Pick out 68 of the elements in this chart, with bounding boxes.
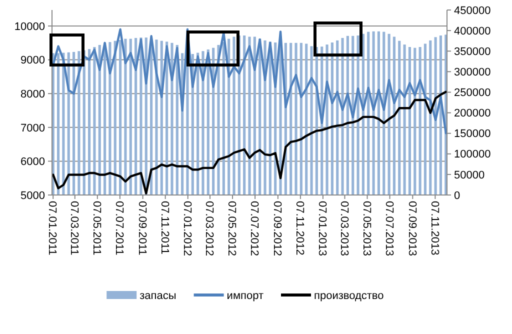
bar <box>305 44 308 195</box>
y2-tick-label: 250000 <box>454 87 491 100</box>
legend-label: запасы <box>140 290 176 302</box>
bar <box>377 31 380 195</box>
x-tick-label: 07.09.2012 <box>271 201 284 256</box>
x-tick-label: 07.07.2013 <box>382 201 395 256</box>
y2-tick-label: 0 <box>454 190 460 202</box>
bar <box>56 53 60 195</box>
bar <box>170 42 174 195</box>
bar <box>341 38 344 195</box>
bar <box>294 42 298 195</box>
bar <box>222 42 225 195</box>
y2-tick-label: 100000 <box>454 148 491 161</box>
x-tick-label: 07.09.2013 <box>406 201 418 256</box>
bar <box>392 36 396 195</box>
y-tick-label: 9000 <box>20 54 45 67</box>
x-tick-label: 07.03.2013 <box>338 201 350 256</box>
y2-tick-label: 300000 <box>454 66 491 79</box>
bar <box>248 36 251 195</box>
bar <box>93 47 96 195</box>
x-tick-label: 07.09.2011 <box>136 201 148 256</box>
bar <box>290 42 292 195</box>
bar <box>124 38 127 195</box>
x-tick-label: 07.07.2012 <box>248 201 260 256</box>
y-tick-label: 8000 <box>20 88 45 100</box>
x-tick-label: 07.05.2011 <box>90 201 103 256</box>
bar <box>424 44 427 195</box>
x-tick-label: 07.11.2011 <box>158 201 170 254</box>
bar <box>403 44 406 195</box>
y2-tick-label: 150000 <box>454 128 491 140</box>
x-tick-label: 07.03.2012 <box>203 201 216 256</box>
bar <box>398 40 401 195</box>
y2-tick-label: 350000 <box>454 46 491 58</box>
x-tick-label: 07.11.2013 <box>428 201 440 256</box>
y-tick-label: 7000 <box>20 122 45 134</box>
bar <box>155 40 158 195</box>
x-tick-label: 07.01.2011 <box>46 201 58 256</box>
x-tick-label: 07.05.2012 <box>226 201 238 256</box>
bar <box>88 49 91 195</box>
y2-tick-label: 200000 <box>454 108 491 120</box>
bar <box>310 46 313 195</box>
x-tick-label: 07.11.2012 <box>294 201 306 256</box>
y-tick-label: 6000 <box>20 156 45 168</box>
bar <box>232 36 236 195</box>
y2-tick-label: 400000 <box>454 25 491 38</box>
bar <box>429 40 432 195</box>
bar <box>418 47 422 195</box>
bar <box>408 47 412 195</box>
bar <box>372 31 375 195</box>
y2-tick-label: 450000 <box>454 4 491 17</box>
legend-label: производство <box>314 290 384 302</box>
legend-label: импорт <box>226 290 264 302</box>
bar <box>356 35 360 195</box>
x-tick-label: 07.03.2011 <box>68 201 80 256</box>
x-tick-label: 07.07.2011 <box>113 201 126 256</box>
bar <box>243 35 246 195</box>
bar <box>414 48 416 195</box>
x-tick-label: 07.01.2012 <box>181 201 193 256</box>
bar <box>300 42 302 195</box>
bar <box>129 38 132 195</box>
x-tick-label: 07.01.2013 <box>316 201 328 256</box>
bar <box>119 40 122 195</box>
bar <box>108 42 112 195</box>
y2-tick-label: 50000 <box>454 169 485 182</box>
x-tick-label: 07.05.2013 <box>360 201 372 256</box>
y-tick-label: 5000 <box>20 190 45 202</box>
bar <box>367 32 370 195</box>
y-tick-label: 10000 <box>14 20 45 33</box>
